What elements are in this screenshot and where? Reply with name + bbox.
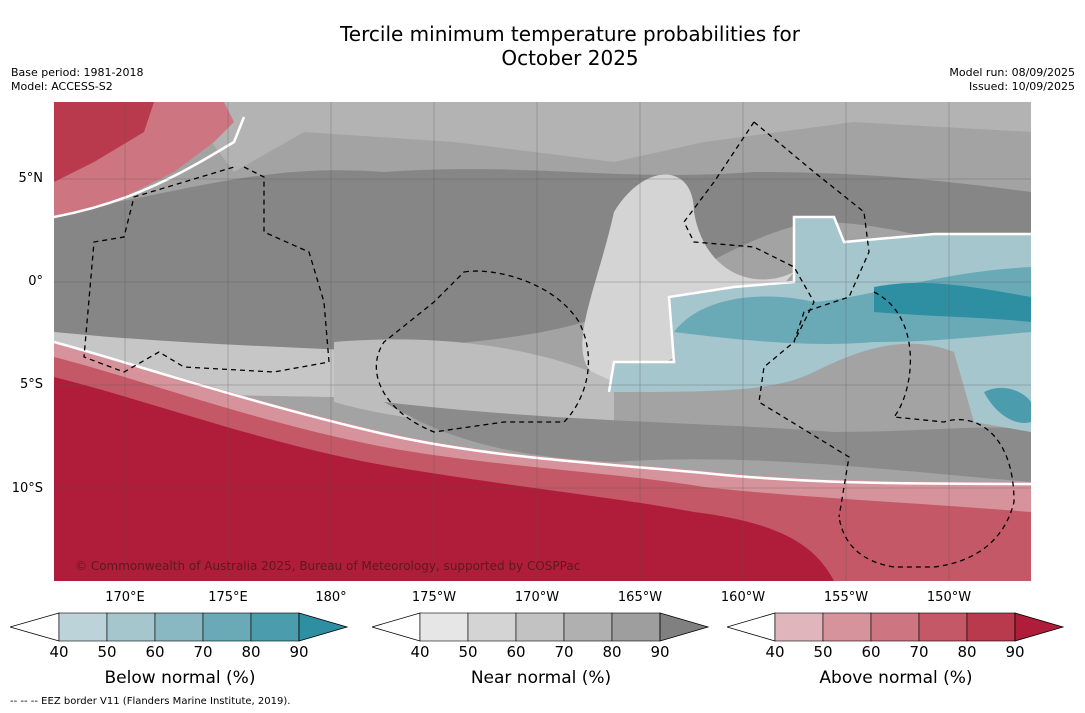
tick-below-40: 40 <box>49 643 69 661</box>
lon-label-180: 180° <box>315 590 347 605</box>
lon-label-170w: 170°W <box>514 590 560 605</box>
colorbar-near-normal <box>372 612 710 642</box>
probability-map <box>54 102 1031 581</box>
tick-above-80: 80 <box>957 643 977 661</box>
lon-label-175w: 175°W <box>411 590 457 605</box>
tick-near-60: 60 <box>506 643 526 661</box>
base-period: Base period: 1981-2018 <box>11 66 144 79</box>
tick-below-80: 80 <box>241 643 261 661</box>
lon-label-175e: 175°E <box>208 590 248 605</box>
graticule <box>54 102 1031 581</box>
lon-label-150w: 150°W <box>926 590 972 605</box>
cbar-above-50 <box>822 612 872 642</box>
model-run: Model run: 08/09/2025 <box>949 66 1075 79</box>
tick-near-40: 40 <box>410 643 430 661</box>
tercile-boundary-north <box>54 116 246 219</box>
lon-label-170e: 170°E <box>105 590 145 605</box>
lat-label-5s: 5°S <box>19 377 43 392</box>
meta-right: Model run: 08/09/2025 Issued: 10/09/2025 <box>949 66 1075 94</box>
eez-footnote: -- -- -- EEZ border V11 (Flanders Marine… <box>10 696 291 707</box>
cbar-above-60 <box>870 612 920 642</box>
cbar-below-70 <box>202 612 252 642</box>
tick-above-70: 70 <box>909 643 929 661</box>
cbar-below-40 <box>58 612 108 642</box>
map-title: Tercile minimum temperature probabilitie… <box>0 22 1085 70</box>
colorbar-below-label: Below normal (%) <box>104 668 256 688</box>
colorbar-above-label: Above normal (%) <box>819 668 973 688</box>
lat-label-5n: 5°N <box>18 171 44 186</box>
cbar-below-50 <box>106 612 156 642</box>
near-normal-90-region <box>54 169 1031 353</box>
meta-left: Base period: 1981-2018 Model: ACCESS-S2 <box>11 66 143 94</box>
tick-below-50: 50 <box>97 643 117 661</box>
model-name: Model: ACCESS-S2 <box>11 80 113 93</box>
tick-below-90: 90 <box>289 643 309 661</box>
colorbar-above-normal <box>727 612 1065 642</box>
cbar-near-40 <box>419 612 469 642</box>
tick-above-40: 40 <box>765 643 785 661</box>
tick-below-70: 70 <box>193 643 213 661</box>
below-normal-80-patch <box>984 387 1031 423</box>
below-normal-90-core <box>874 282 1031 322</box>
tick-near-80: 80 <box>602 643 622 661</box>
cbar-near-80 <box>611 612 661 642</box>
cbar-below-extend-low <box>10 612 60 642</box>
tick-near-90: 90 <box>650 643 670 661</box>
tick-above-60: 60 <box>861 643 881 661</box>
cbar-near-70 <box>563 612 613 642</box>
tick-below-60: 60 <box>145 643 165 661</box>
tick-near-50: 50 <box>458 643 478 661</box>
tercile-boundary-south <box>54 340 1031 486</box>
lon-label-155w: 155°W <box>823 590 869 605</box>
cbar-near-extend-low <box>372 612 421 642</box>
title-line-2: October 2025 <box>501 46 639 70</box>
near-normal-50-patch <box>582 174 794 382</box>
cbar-above-40 <box>774 612 824 642</box>
cbar-above-70 <box>918 612 968 642</box>
cbar-near-90 <box>659 612 710 642</box>
tick-above-90: 90 <box>1005 643 1025 661</box>
tick-above-50: 50 <box>813 643 833 661</box>
cbar-below-60 <box>154 612 204 642</box>
lat-label-10s: 10°S <box>11 481 43 496</box>
copyright-notice: © Commonwealth of Australia 2025, Bureau… <box>75 559 581 573</box>
lat-label-0: 0° <box>28 274 43 289</box>
cbar-below-90 <box>298 612 349 642</box>
cbar-near-50 <box>467 612 517 642</box>
cbar-above-extend-low <box>727 612 776 642</box>
near-normal-70-band <box>204 102 1031 172</box>
cbar-above-90 <box>1014 612 1065 642</box>
near-normal-90-lower <box>384 402 1031 482</box>
above-normal-90-south <box>54 377 834 581</box>
cbar-near-60 <box>515 612 565 642</box>
lon-label-165w: 165°W <box>617 590 663 605</box>
title-line-1: Tercile minimum temperature probabilitie… <box>339 22 801 46</box>
colorbar-below-normal <box>10 612 349 642</box>
cbar-below-80 <box>250 612 300 642</box>
colorbar-near-label: Near normal (%) <box>470 668 612 688</box>
tick-near-70: 70 <box>554 643 574 661</box>
above-normal-80-nw <box>54 102 154 182</box>
issued-date: Issued: 10/09/2025 <box>968 80 1075 93</box>
lon-label-160w: 160°W <box>720 590 766 605</box>
cbar-above-80 <box>966 612 1016 642</box>
eez-borders <box>83 121 1015 568</box>
map-panel[interactable] <box>54 102 1031 581</box>
